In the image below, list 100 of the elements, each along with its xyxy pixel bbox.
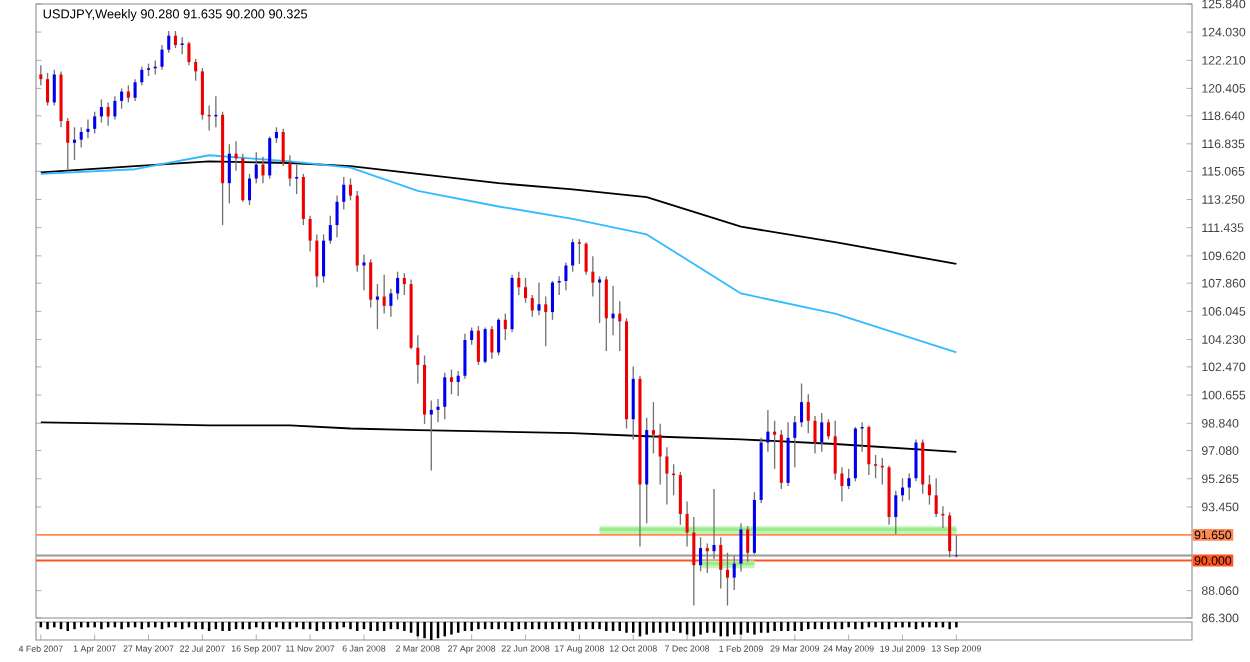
candlestick bbox=[806, 393, 810, 434]
candlestick bbox=[490, 325, 494, 360]
candlestick bbox=[591, 255, 595, 298]
candlestick bbox=[732, 555, 736, 591]
candlestick bbox=[550, 280, 554, 321]
candlestick bbox=[665, 446, 669, 506]
candlestick bbox=[826, 418, 831, 441]
candlestick bbox=[564, 261, 568, 291]
candlestick bbox=[140, 66, 144, 87]
candlestick bbox=[120, 87, 124, 110]
candlestick bbox=[429, 399, 433, 472]
candlestick bbox=[389, 288, 393, 318]
candlestick bbox=[813, 415, 817, 455]
candlestick bbox=[315, 233, 319, 288]
candlestick bbox=[914, 438, 918, 482]
candlestick bbox=[833, 420, 837, 481]
candlestick bbox=[894, 489, 898, 535]
candlestick bbox=[651, 401, 655, 455]
line-series bbox=[39, 154, 958, 354]
candlestick bbox=[93, 111, 97, 135]
candlestick bbox=[860, 421, 864, 453]
candlestick bbox=[948, 511, 952, 559]
candlestick bbox=[678, 471, 682, 526]
candlestick bbox=[227, 143, 231, 205]
candlestick bbox=[503, 312, 507, 341]
candlestick bbox=[934, 477, 938, 518]
candlestick bbox=[725, 552, 730, 607]
candlestick bbox=[577, 238, 581, 265]
candlestick bbox=[571, 238, 575, 273]
candlestick bbox=[746, 525, 750, 563]
candlestick bbox=[436, 398, 440, 423]
candlestick bbox=[254, 151, 258, 184]
candlestick bbox=[483, 326, 487, 364]
candlestick bbox=[241, 153, 245, 203]
candlestick bbox=[402, 272, 406, 296]
candlestick bbox=[187, 41, 191, 66]
candlestick bbox=[584, 241, 588, 276]
candlestick bbox=[288, 154, 292, 187]
candlestick bbox=[712, 488, 716, 560]
candlestick bbox=[369, 258, 373, 309]
candlestick bbox=[167, 30, 171, 54]
candlestick bbox=[497, 317, 501, 357]
candlestick bbox=[719, 536, 723, 590]
candlestick bbox=[200, 67, 204, 121]
candlestick bbox=[530, 294, 534, 318]
candlestick bbox=[907, 472, 911, 501]
candlestick bbox=[308, 215, 312, 253]
candlestick bbox=[382, 274, 386, 315]
candlestick bbox=[39, 64, 43, 87]
candlestick bbox=[820, 412, 824, 453]
candlestick bbox=[631, 365, 635, 441]
candlestick bbox=[79, 126, 83, 149]
candlestick bbox=[86, 118, 90, 139]
candlestick bbox=[793, 415, 797, 469]
candlestick bbox=[927, 474, 931, 506]
candlestick bbox=[523, 277, 528, 304]
candlestick bbox=[658, 423, 662, 486]
candlestick bbox=[281, 128, 285, 167]
candlestick bbox=[692, 516, 696, 607]
candlestick bbox=[476, 325, 480, 366]
candlestick bbox=[59, 70, 63, 128]
candlestick bbox=[268, 135, 272, 180]
candlestick bbox=[335, 194, 339, 239]
candlestick bbox=[954, 534, 958, 559]
candlestick bbox=[322, 233, 326, 284]
candlestick bbox=[456, 370, 460, 397]
candlestick bbox=[544, 295, 548, 347]
candlestick bbox=[396, 271, 400, 301]
candlestick bbox=[537, 281, 541, 316]
candlestick bbox=[160, 44, 164, 71]
candlestick bbox=[557, 275, 561, 296]
candlestick bbox=[921, 438, 925, 495]
candlestick bbox=[72, 126, 77, 161]
candlestick bbox=[443, 371, 447, 420]
candlestick bbox=[295, 163, 299, 195]
candlestick bbox=[416, 334, 420, 385]
candlestick bbox=[766, 409, 770, 453]
candlestick bbox=[247, 173, 252, 206]
candlestick bbox=[133, 78, 137, 102]
candlestick bbox=[800, 382, 804, 428]
candlestick bbox=[449, 368, 454, 396]
candlestick bbox=[113, 95, 117, 121]
candlestick bbox=[699, 536, 703, 573]
candlestick bbox=[194, 58, 198, 82]
candlestick bbox=[604, 275, 608, 352]
candlestick bbox=[342, 176, 346, 211]
candlestick bbox=[261, 156, 265, 184]
candlestick bbox=[705, 542, 709, 574]
candlestick bbox=[99, 98, 103, 124]
candlestick bbox=[348, 177, 353, 201]
candlestick bbox=[867, 424, 871, 476]
candlestick bbox=[739, 522, 743, 573]
line-series bbox=[39, 160, 958, 265]
candlestick bbox=[52, 69, 56, 107]
candlestick bbox=[362, 253, 366, 291]
candlestick bbox=[598, 275, 602, 324]
candlestick bbox=[46, 72, 50, 107]
candlestick bbox=[786, 421, 790, 487]
candlestick bbox=[517, 271, 521, 296]
candlestick bbox=[874, 454, 878, 479]
